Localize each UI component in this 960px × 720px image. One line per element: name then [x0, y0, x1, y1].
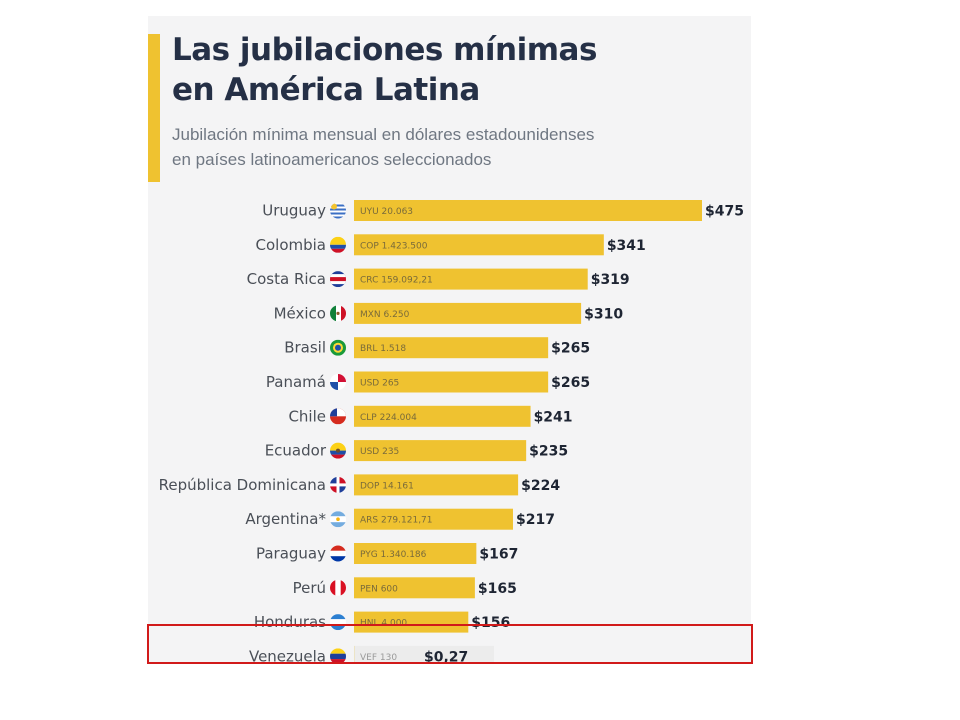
- category-label: República Dominicana: [159, 476, 326, 494]
- value-label: $475: [705, 204, 744, 220]
- local-amount-label: ARS 279.121,71: [360, 516, 433, 526]
- value-label: $0,27: [424, 649, 468, 664]
- value-label: $265: [551, 375, 590, 391]
- category-label: Argentina*: [245, 510, 326, 528]
- local-amount-label: HNL 4.000: [360, 619, 407, 629]
- bar: [354, 200, 702, 221]
- bar-chart: Uruguay UYU 20.063 $475 Colombia COP 1.423.5…: [159, 200, 744, 664]
- category-label: Venezuela: [249, 647, 326, 664]
- category-label: Perú: [293, 579, 326, 597]
- local-amount-label: DOP 14.161: [360, 481, 414, 491]
- value-label: $165: [478, 581, 517, 597]
- brazil-flag-icon: [330, 339, 346, 356]
- bar: [354, 405, 531, 427]
- category-label: Honduras: [254, 613, 326, 631]
- colombia-flag-icon: [330, 236, 346, 253]
- value-label: $217: [516, 512, 555, 528]
- bar: [354, 302, 582, 324]
- panama-flag-icon: [330, 374, 346, 390]
- value-label: $319: [591, 272, 630, 288]
- local-amount-label: USD 265: [360, 379, 399, 389]
- value-label: $310: [584, 306, 623, 322]
- category-label: Uruguay: [262, 202, 326, 220]
- venezuela-highlight-box: [147, 624, 753, 664]
- bar: [354, 577, 475, 599]
- category-label: México: [274, 304, 326, 322]
- mexico-flag-icon: [330, 305, 346, 322]
- bar: [354, 268, 588, 290]
- bar: [354, 337, 549, 359]
- category-label: Ecuador: [265, 442, 327, 460]
- chile-flag-icon: [330, 408, 346, 425]
- category-label: Paraguay: [256, 545, 326, 563]
- venezuela-flag-icon: [330, 648, 346, 664]
- chart-card: Las jubilaciones mínimas en América Lati…: [148, 16, 751, 664]
- local-amount-label: USD 235: [360, 447, 399, 457]
- bar: [354, 440, 527, 462]
- bar: [354, 543, 477, 564]
- category-label: Brasil: [284, 339, 326, 357]
- title-accent-bar: [148, 34, 160, 182]
- chart-title: Las jubilaciones mínimas en América Lati…: [172, 32, 597, 108]
- local-amount-label: MXN 6.250: [360, 310, 410, 320]
- ecuador-flag-icon: [330, 442, 346, 459]
- value-label: $235: [529, 444, 568, 460]
- costa-rica-flag-icon: [330, 271, 346, 288]
- honduras-flag-icon: [330, 614, 346, 631]
- local-amount-label: COP 1.423.500: [360, 241, 428, 251]
- local-amount-label: BRL 1.518: [360, 344, 406, 354]
- argentina-flag-icon: [330, 511, 346, 528]
- bar: [354, 371, 549, 393]
- category-label: Chile: [288, 407, 326, 425]
- value-label: $341: [607, 238, 646, 254]
- local-amount-label: VEF 130: [360, 653, 397, 663]
- bar-placeholder: [354, 645, 494, 664]
- local-amount-label: PYG 1.340.186: [360, 550, 427, 560]
- value-label: $167: [479, 547, 518, 563]
- chart-subtitle: Jubilación mínima mensual en dólares est…: [172, 125, 595, 169]
- category-label: Costa Rica: [247, 270, 326, 288]
- category-label: Panamá: [266, 373, 326, 391]
- bar: [354, 474, 519, 496]
- category-label: Colombia: [256, 236, 327, 254]
- value-label: $241: [534, 409, 573, 425]
- local-amount-label: UYU 20.063: [360, 207, 413, 217]
- bar: [354, 234, 604, 256]
- value-label: $224: [521, 478, 560, 494]
- paraguay-flag-icon: [330, 545, 346, 562]
- peru-flag-icon: [330, 579, 346, 596]
- bar: [354, 508, 513, 530]
- value-label: $156: [471, 615, 510, 631]
- value-label: $265: [551, 341, 590, 357]
- uruguay-flag-icon: [330, 202, 346, 219]
- local-amount-label: CRC 159.092,21: [360, 276, 433, 286]
- local-amount-label: CLP 224.004: [360, 413, 417, 423]
- local-amount-label: PEN 600: [360, 584, 398, 594]
- dominican-republic-flag-icon: [330, 476, 346, 493]
- bar: [354, 611, 469, 633]
